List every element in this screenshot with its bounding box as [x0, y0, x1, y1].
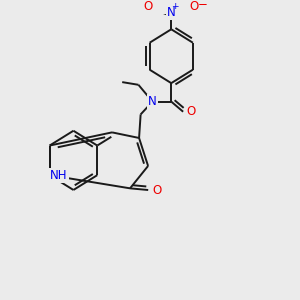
- Text: O: O: [186, 105, 196, 118]
- Text: O: O: [143, 0, 153, 13]
- Text: O: O: [190, 0, 199, 13]
- Text: O: O: [152, 184, 162, 196]
- Text: −: −: [198, 0, 208, 11]
- Text: N: N: [148, 95, 157, 108]
- Text: +: +: [172, 2, 179, 11]
- Text: N: N: [167, 6, 176, 19]
- Text: NH: NH: [50, 169, 68, 182]
